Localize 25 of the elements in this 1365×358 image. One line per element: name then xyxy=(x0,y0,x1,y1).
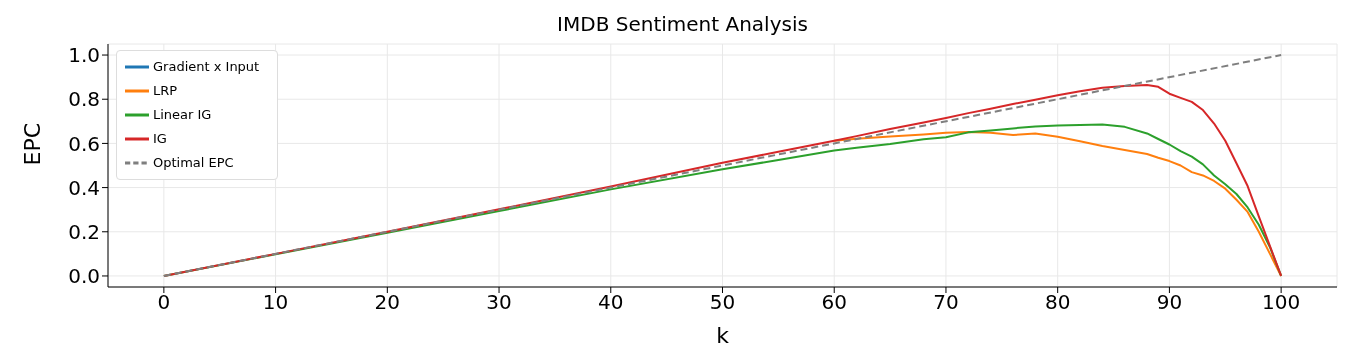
legend-label: Gradient x Input xyxy=(153,58,260,74)
x-tick-label: 80 xyxy=(1044,290,1071,315)
x-tick-label: 50 xyxy=(709,290,736,315)
y-tick-label: 0.2 xyxy=(68,219,100,244)
legend-label: LRP xyxy=(153,82,178,98)
x-tick-label: 10 xyxy=(262,290,289,315)
x-tick-label: 30 xyxy=(486,290,512,315)
x-tick-label: 0 xyxy=(157,290,171,315)
x-tick-label: 90 xyxy=(1156,290,1183,315)
y-tick-label: 0.6 xyxy=(68,131,100,156)
x-tick-label: 40 xyxy=(598,290,624,315)
legend-label: IG xyxy=(153,130,167,146)
chart-title: IMDB Sentiment Analysis xyxy=(556,12,809,36)
x-tick-label: 20 xyxy=(374,290,401,315)
legend-label: Optimal EPC xyxy=(153,154,234,170)
x-tick-label: 60 xyxy=(821,290,847,315)
y-tick-label: 0.0 xyxy=(68,264,100,289)
x-tick-label: 100 xyxy=(1262,290,1301,315)
y-axis-title: EPC xyxy=(19,122,45,166)
y-tick-label: 1.0 xyxy=(68,43,100,68)
y-tick-label: 0.8 xyxy=(68,87,100,112)
x-tick-label: 70 xyxy=(933,290,959,315)
x-axis-title: k xyxy=(716,323,730,348)
y-tick-label: 0.4 xyxy=(68,175,100,200)
legend-label: Linear IG xyxy=(153,106,212,122)
